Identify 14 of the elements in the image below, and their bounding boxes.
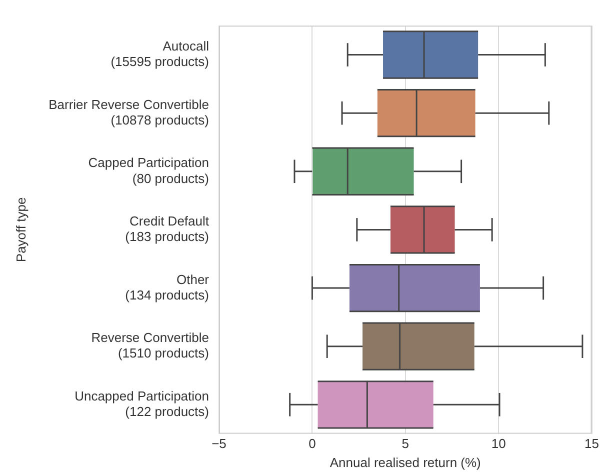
y-axis-title: Payoff type — [13, 197, 28, 262]
y-tick-label: Other (134 products) — [125, 272, 210, 302]
x-axis-title: Annual realised return (%) — [330, 454, 481, 470]
y-tick-label: Barrier Reverse Convertible (10878 products) — [48, 96, 209, 128]
x-tick-label: −5 — [212, 436, 226, 452]
x-tick-label: 5 — [402, 436, 409, 452]
y-tick-label: Credit Default (183 products) — [125, 213, 210, 244]
y-tick-label: Uncapped Participation (122 products) — [74, 388, 209, 420]
x-tick-label: 10 — [491, 436, 506, 452]
x-tick-label: 0 — [308, 436, 316, 452]
y-tick-label: Reverse Convertible (1510 products) — [91, 330, 209, 361]
y-tick-label: Autocall (15595 products) — [110, 38, 210, 70]
y-tick-label: Capped Participation (80 products) — [88, 155, 209, 186]
x-tick-label: 15 — [584, 436, 600, 452]
